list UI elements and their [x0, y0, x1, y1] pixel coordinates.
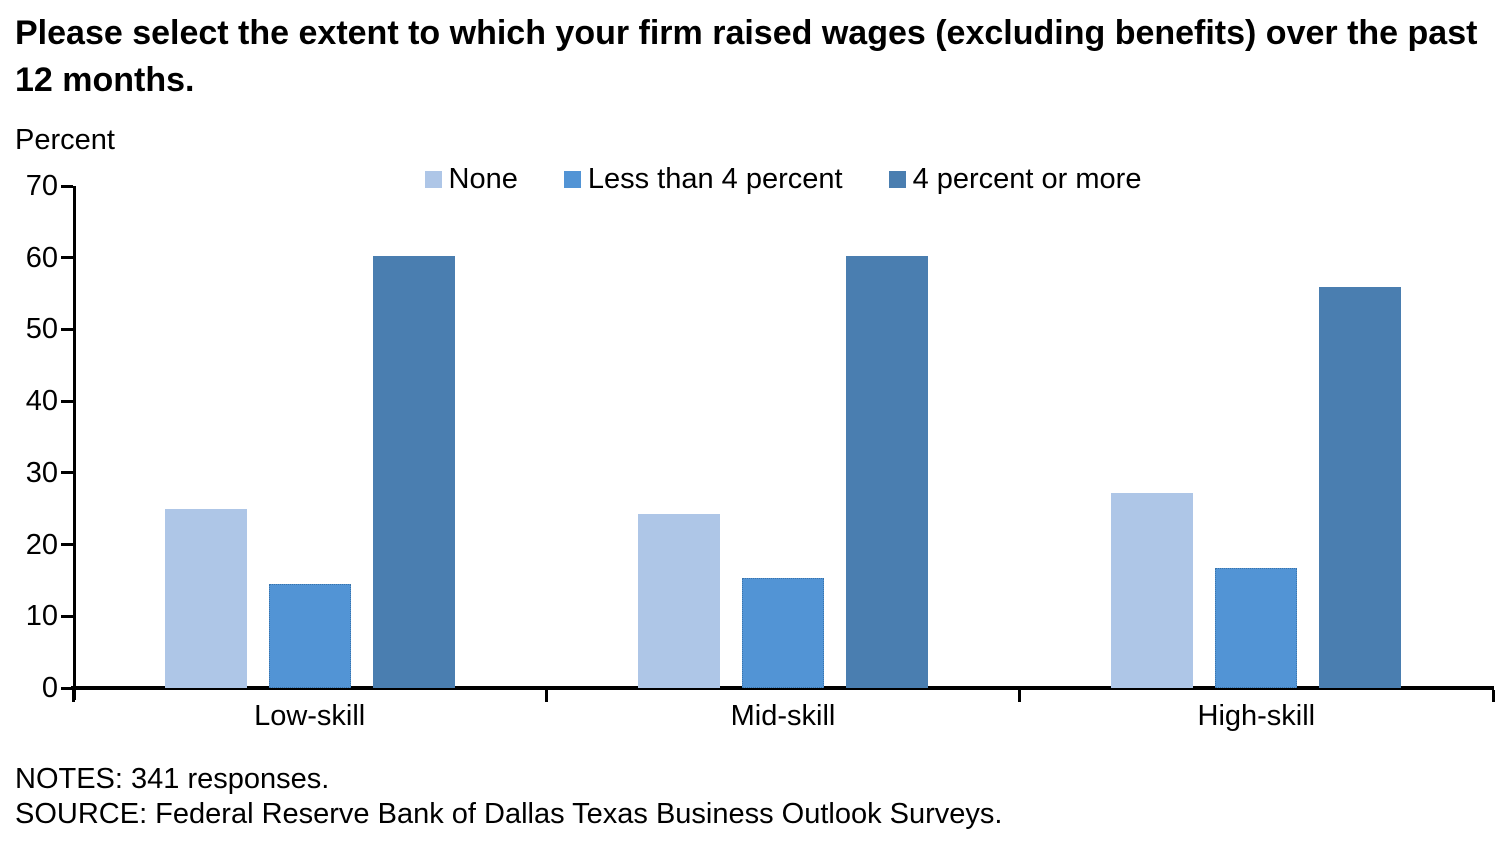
x-axis-line: [71, 686, 1494, 690]
y-tick-label: 40: [25, 385, 58, 418]
x-category-label: High-skill: [1197, 700, 1316, 732]
y-tick-label: 60: [25, 241, 58, 274]
y-axis-tick: [61, 543, 73, 547]
legend-label: Less than 4 percent: [587, 163, 843, 195]
x-axis-tick: [544, 690, 548, 702]
y-axis-unit-label: Percent: [15, 124, 115, 156]
legend-item-less-than-4-percent: Less than 4 percent: [563, 163, 843, 196]
x-category-label: Low-skill: [254, 700, 366, 732]
y-axis-line: [73, 186, 76, 700]
legend-swatch-icon: [424, 171, 442, 188]
legend-label: 4 percent or more: [912, 163, 1142, 195]
legend-label: None: [448, 163, 518, 195]
bar-high-skill-less-than-4-percent: [1215, 568, 1298, 688]
y-tick-label: 30: [25, 456, 58, 489]
x-axis-tick: [71, 690, 75, 702]
y-axis-tick: [61, 399, 73, 403]
x-axis-tick: [1018, 690, 1022, 702]
bar-low-skill-none: [164, 508, 247, 688]
bar-high-skill-none: [1111, 492, 1194, 688]
chart-legend: None Less than 4 percent 4 percent or more: [73, 163, 1493, 196]
chart-title: Please select the extent to which your f…: [15, 14, 1478, 99]
bar-high-skill-4-percent-or-more: [1319, 287, 1402, 688]
x-category-label: Mid-skill: [730, 700, 836, 732]
y-axis-tick: [61, 327, 73, 331]
bar-low-skill-4-percent-or-more: [372, 255, 455, 688]
source-text: SOURCE: Federal Reserve Bank of Dallas T…: [15, 798, 1003, 830]
notes-text: NOTES: 341 responses.: [15, 763, 330, 795]
y-axis-tick: [61, 614, 73, 618]
legend-swatch-icon: [563, 171, 581, 188]
y-tick-label: 10: [25, 600, 58, 633]
y-axis-tick: [61, 256, 73, 260]
y-axis-tick: [61, 184, 73, 188]
bar-mid-skill-4-percent-or-more: [846, 256, 928, 688]
legend-item-none: None: [424, 163, 518, 196]
bar-mid-skill-none: [638, 513, 720, 688]
x-axis-tick: [1491, 690, 1495, 702]
legend-item-4-percent-or-more: 4 percent or more: [888, 163, 1142, 196]
bar-low-skill-less-than-4-percent: [268, 584, 351, 688]
y-tick-label: 0: [41, 672, 58, 704]
chart-footnotes: NOTES: 341 responses. SOURCE: Federal Re…: [15, 763, 1003, 833]
y-tick-label: 70: [25, 170, 58, 202]
y-tick-label: 20: [25, 528, 58, 561]
bar-mid-skill-less-than-4-percent: [742, 578, 824, 688]
y-axis-tick: [61, 471, 73, 475]
legend-swatch-icon: [888, 171, 906, 188]
y-tick-label: 50: [25, 313, 58, 346]
y-axis-tick: [61, 686, 73, 690]
